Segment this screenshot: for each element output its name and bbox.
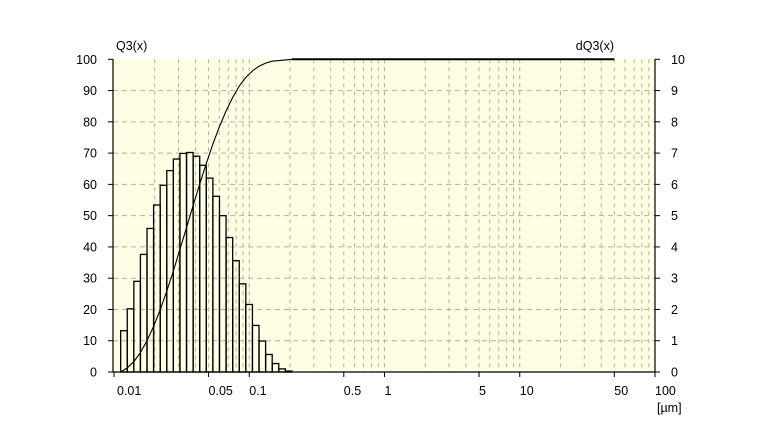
- x-tick-label: 0.05: [209, 384, 233, 398]
- grid: [113, 59, 655, 372]
- left-tick-label: 50: [83, 209, 97, 223]
- left-tick-label: 30: [83, 272, 97, 286]
- q3-cumulative-curve: [120, 58, 615, 373]
- x-tick-label: 100: [655, 384, 676, 398]
- right-tick-label: 8: [671, 115, 678, 129]
- right-tick-label: 5: [671, 209, 678, 223]
- left-tick-label: 10: [83, 334, 97, 348]
- x-tick-label: 50: [614, 384, 628, 398]
- x-unit-label: [µm]: [657, 401, 682, 415]
- left-tick-label: 70: [83, 147, 97, 161]
- left-tick-label: 0: [90, 366, 97, 380]
- right-tick-label: 2: [671, 303, 678, 317]
- left-tick-label: 80: [83, 115, 97, 129]
- right-tick-label: 10: [671, 53, 685, 67]
- left-tick-label: 60: [83, 178, 97, 192]
- right-tick-label: 6: [671, 178, 678, 192]
- tick-labels: 0 10 20 30 40 50 60 70 80 90 100 0 1 2 3 4 5 6 7 8 9 10 0.01 0.…: [76, 53, 685, 398]
- right-tick-label: 1: [671, 334, 678, 348]
- axes: [108, 58, 660, 377]
- left-tick-label: 40: [83, 240, 97, 254]
- x-tick-label: 0.01: [117, 384, 141, 398]
- x-tick-label: 0.1: [249, 384, 266, 398]
- right-tick-label: 4: [671, 240, 678, 254]
- right-tick-label: 9: [671, 84, 678, 98]
- right-tick-label: 0: [671, 366, 678, 380]
- right-axis-label: dQ3(x): [576, 39, 614, 53]
- right-tick-label: 3: [671, 272, 678, 286]
- left-tick-label: 100: [76, 53, 97, 67]
- left-tick-label: 20: [83, 303, 97, 317]
- x-tick-label: 1: [385, 384, 392, 398]
- right-tick-label: 7: [671, 147, 678, 161]
- left-axis-label: Q3(x): [116, 39, 147, 53]
- x-tick-label: 5: [479, 384, 486, 398]
- left-tick-label: 90: [83, 84, 97, 98]
- x-tick-label: 0.5: [344, 384, 361, 398]
- x-tick-label: 10: [520, 384, 534, 398]
